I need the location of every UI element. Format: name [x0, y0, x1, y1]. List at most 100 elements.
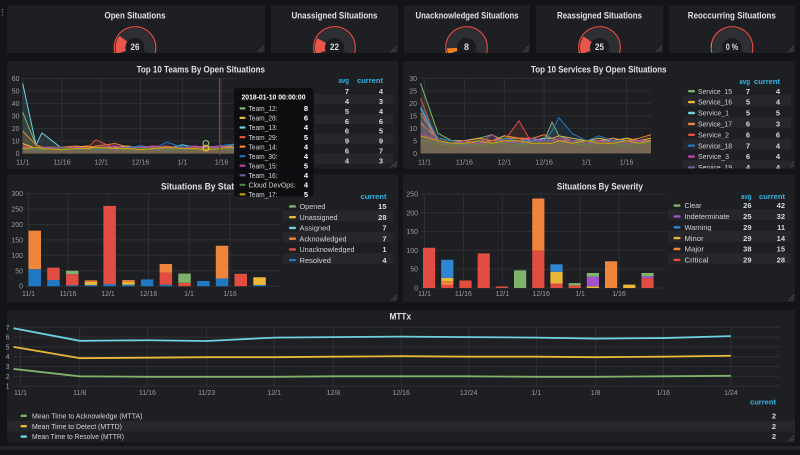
svg-text:1/1: 1/1: [178, 160, 188, 167]
svg-text:5: 5: [379, 127, 383, 136]
svg-text:Team_17:: Team_17:: [249, 190, 278, 199]
svg-text:Service_15: Service_15: [698, 87, 732, 96]
svg-text:1/8: 1/8: [591, 390, 601, 397]
svg-text:Open Situations: Open Situations: [105, 11, 166, 22]
svg-text:12/16: 12/16: [532, 291, 550, 298]
svg-text:1/1: 1/1: [184, 291, 194, 298]
svg-text:6: 6: [304, 114, 308, 123]
svg-text:Situations By Status: Situations By Status: [161, 182, 244, 193]
svg-text:Team_29:: Team_29:: [249, 133, 278, 142]
svg-text:4: 4: [382, 256, 387, 265]
svg-text:0: 0: [413, 151, 417, 158]
svg-text:MTTx: MTTx: [390, 312, 412, 323]
svg-text:2: 2: [772, 422, 776, 431]
svg-text:12/16: 12/16: [132, 160, 150, 167]
svg-text:4: 4: [304, 152, 309, 161]
svg-text:Acknowledged: Acknowledged: [300, 234, 347, 243]
svg-text:5: 5: [345, 107, 349, 116]
svg-text:150: 150: [406, 229, 418, 236]
svg-text:5: 5: [304, 133, 308, 142]
svg-text:6: 6: [345, 147, 349, 156]
svg-text:11/16: 11/16: [54, 160, 71, 167]
svg-text:8: 8: [304, 104, 308, 113]
svg-text:current: current: [754, 77, 781, 86]
svg-text:15: 15: [409, 113, 417, 120]
svg-text:2: 2: [6, 374, 10, 381]
svg-text:5: 5: [746, 109, 750, 118]
svg-text:4: 4: [304, 142, 309, 151]
svg-text:Service_1: Service_1: [698, 109, 729, 118]
svg-text:60: 60: [12, 76, 20, 83]
svg-text:4: 4: [304, 171, 309, 180]
svg-text:32: 32: [777, 212, 785, 221]
svg-text:3: 3: [776, 120, 780, 129]
svg-text:Unacknowledged: Unacknowledged: [300, 245, 355, 254]
svg-text:6: 6: [345, 127, 349, 136]
svg-text:200: 200: [406, 210, 418, 217]
svg-text:22: 22: [330, 42, 339, 52]
svg-text:Indeterminate: Indeterminate: [685, 212, 730, 221]
svg-text:1: 1: [6, 384, 10, 391]
svg-text:7: 7: [746, 141, 750, 150]
svg-text:0: 0: [19, 284, 23, 291]
svg-text:15: 15: [378, 202, 386, 211]
svg-text:20: 20: [12, 126, 20, 133]
svg-text:Reoccurring Situations: Reoccurring Situations: [688, 11, 776, 22]
svg-text:29: 29: [743, 234, 751, 243]
svg-text:5: 5: [776, 109, 780, 118]
svg-text:6: 6: [379, 117, 383, 126]
svg-text:current: current: [361, 192, 388, 201]
svg-text:Resolved: Resolved: [300, 256, 332, 265]
svg-text:1/16: 1/16: [620, 160, 634, 167]
svg-text:26: 26: [743, 201, 751, 210]
svg-text:2: 2: [772, 432, 776, 441]
svg-text:Critical: Critical: [685, 255, 709, 264]
svg-text:1/24: 1/24: [724, 390, 738, 397]
svg-text:Team_30:: Team_30:: [249, 152, 278, 161]
svg-text:4: 4: [345, 166, 350, 175]
svg-text:6: 6: [776, 130, 780, 139]
svg-text:Unassigned Situations: Unassigned Situations: [292, 11, 378, 22]
svg-text:250: 250: [11, 207, 23, 214]
svg-text:1/16: 1/16: [656, 390, 670, 397]
svg-text:Unassigned: Unassigned: [300, 213, 338, 222]
svg-text:8: 8: [464, 42, 469, 52]
svg-text:25: 25: [409, 88, 417, 95]
svg-text:7: 7: [6, 325, 10, 332]
svg-text:7: 7: [345, 87, 349, 96]
svg-text:0: 0: [414, 286, 418, 293]
svg-text:1: 1: [382, 245, 386, 254]
svg-text:12/1: 12/1: [495, 291, 509, 298]
svg-text:30: 30: [12, 114, 20, 121]
svg-text:7: 7: [382, 234, 386, 243]
svg-text:150: 150: [11, 237, 23, 244]
svg-text:7: 7: [379, 147, 383, 156]
svg-text:12/1: 12/1: [497, 160, 511, 167]
svg-text:4: 4: [6, 354, 10, 361]
svg-text:4: 4: [776, 141, 781, 150]
svg-text:25: 25: [595, 42, 604, 52]
svg-text:5: 5: [413, 138, 417, 145]
svg-text:50: 50: [410, 267, 418, 274]
svg-text:50: 50: [12, 89, 20, 96]
svg-text:2018-01-10 00:00:00: 2018-01-10 00:00:00: [242, 93, 306, 102]
svg-text:9: 9: [345, 137, 349, 146]
svg-text:25: 25: [743, 212, 751, 221]
svg-text:11/1: 11/1: [418, 291, 431, 298]
svg-text:4: 4: [776, 152, 781, 161]
svg-text:1/16: 1/16: [223, 291, 237, 298]
svg-text:1/16: 1/16: [612, 291, 626, 298]
svg-text:current: current: [750, 398, 777, 407]
svg-text:11/23: 11/23: [198, 390, 215, 397]
svg-text:6: 6: [345, 117, 349, 126]
svg-text:1/16: 1/16: [215, 160, 229, 167]
svg-text:12/24: 12/24: [460, 390, 478, 397]
svg-text:4: 4: [304, 181, 309, 190]
svg-text:12/16: 12/16: [392, 390, 410, 397]
svg-text:28: 28: [378, 213, 386, 222]
svg-text:250: 250: [406, 192, 418, 199]
svg-text:Clear: Clear: [685, 201, 702, 210]
svg-text:4: 4: [379, 166, 384, 175]
svg-text:12/1: 12/1: [94, 160, 108, 167]
svg-text:4: 4: [345, 97, 350, 106]
